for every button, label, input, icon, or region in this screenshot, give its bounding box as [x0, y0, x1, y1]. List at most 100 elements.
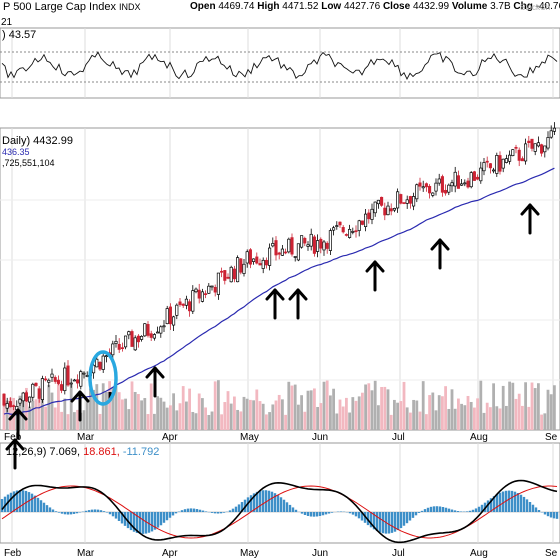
macd-histogram-bar: [546, 512, 550, 517]
candle-body: [287, 238, 291, 253]
annotation-arrowhead: [5, 438, 25, 451]
macd-histogram-bar: [42, 502, 46, 512]
candle-body: [200, 291, 204, 302]
watermark: StockCh: [520, 3, 551, 12]
candle-body: [178, 301, 182, 305]
candle-body: [421, 186, 425, 189]
candle-body: [117, 343, 121, 350]
macd-histogram-bar: [216, 512, 220, 514]
volume-bar: [425, 414, 428, 430]
volume-bar: [364, 384, 367, 430]
macd-histogram-bar: [351, 512, 355, 515]
macd-histogram-bar: [72, 512, 76, 514]
volume-bar: [373, 380, 377, 430]
candle-body: [72, 379, 76, 382]
candle-body: [50, 373, 54, 378]
candle-body: [364, 213, 368, 227]
volume-bar: [463, 405, 467, 430]
macd-histogram-bar: [291, 507, 295, 512]
volume-bar: [60, 411, 63, 430]
candle-body: [194, 288, 198, 293]
x-tick-label-bottom: May: [240, 548, 259, 559]
macd-histogram-bar: [159, 512, 163, 526]
volume-bar: [540, 414, 543, 430]
volume-bar: [28, 406, 31, 430]
candle-body: [309, 233, 313, 247]
price-panel: [0, 127, 560, 431]
macd-histogram-bar: [279, 497, 283, 512]
volume-bar: [223, 402, 227, 430]
volume-bar: [63, 398, 67, 430]
candle-body: [5, 403, 9, 409]
macd-histogram-bar: [285, 502, 289, 512]
candle-body: [8, 401, 12, 408]
macd-histogram-bar: [447, 508, 451, 512]
candle-body: [408, 196, 412, 204]
candle-body: [98, 361, 102, 370]
volume-bar: [130, 381, 134, 430]
candle-body: [44, 378, 48, 381]
macd-histogram-bar: [3, 496, 7, 512]
volume-bar: [37, 392, 41, 430]
volume-bar: [514, 398, 518, 430]
macd-histogram-bar: [381, 512, 385, 534]
candle-body: [466, 180, 470, 188]
macd-histogram-bar: [327, 512, 331, 514]
x-axis-ticks: Feb Feb Mar Mar Apr Apr May May Jun Jun Jul Jul Aug A…: [4, 432, 558, 559]
volume-bar: [82, 410, 86, 430]
candle-body: [210, 285, 214, 288]
macd-histogram-bar: [270, 491, 274, 512]
candle-body: [376, 199, 380, 205]
macd-histogram-bar: [408, 512, 412, 521]
candle-body: [469, 172, 473, 188]
volume-bar: [431, 392, 435, 430]
x-tick-label: Jun: [312, 432, 328, 443]
macd-histogram-bar: [531, 504, 535, 512]
candle-body: [127, 331, 131, 336]
macd-histogram-bar: [9, 492, 13, 512]
x-tick-label-bottom: Aug: [470, 548, 488, 559]
volume-bar: [287, 381, 291, 430]
candle-body: [130, 331, 134, 347]
volume-bar: [281, 399, 284, 430]
macd-histogram-bar: [99, 510, 103, 512]
volume-bar: [165, 407, 169, 430]
macd-histogram-bar: [522, 496, 526, 512]
macd-histogram-bar: [354, 512, 358, 517]
macd-histogram-bar: [525, 499, 529, 512]
candle-body: [133, 337, 137, 351]
x-tick-label-bottom: Jun: [312, 548, 328, 559]
volume-bar: [466, 395, 470, 430]
candle-body: [383, 207, 387, 216]
candle-body: [223, 270, 227, 281]
candle-body: [28, 396, 32, 403]
macd-histogram-bar: [204, 511, 208, 512]
volume-bar: [543, 413, 547, 430]
candle-body: [501, 158, 505, 169]
macd-histogram-bar: [96, 509, 100, 512]
macd-histogram-bar: [459, 511, 463, 512]
x-tick-label: May: [240, 432, 259, 443]
candle-body: [136, 335, 140, 343]
volume-bar: [354, 400, 358, 430]
candle-body: [37, 388, 41, 399]
candle-body: [296, 243, 300, 261]
macd-histogram-bar: [93, 509, 97, 512]
candle-body: [520, 158, 524, 162]
candle-body: [168, 306, 172, 325]
volume-bar: [409, 412, 412, 430]
macd-histogram-bar: [396, 512, 400, 531]
macd-histogram-bar: [15, 490, 19, 512]
candle-body: [476, 176, 480, 180]
volume-bar: [239, 411, 243, 430]
volume-bar: [399, 401, 403, 430]
candle-body: [540, 144, 544, 154]
macd-histogram-bar: [552, 512, 556, 519]
candle-body: [40, 378, 44, 400]
candle-body: [370, 208, 374, 220]
volume-bar: [44, 406, 47, 430]
candle-body: [21, 392, 25, 402]
candle-body: [341, 227, 345, 233]
candle-body: [453, 171, 457, 187]
candle-body: [511, 149, 515, 157]
